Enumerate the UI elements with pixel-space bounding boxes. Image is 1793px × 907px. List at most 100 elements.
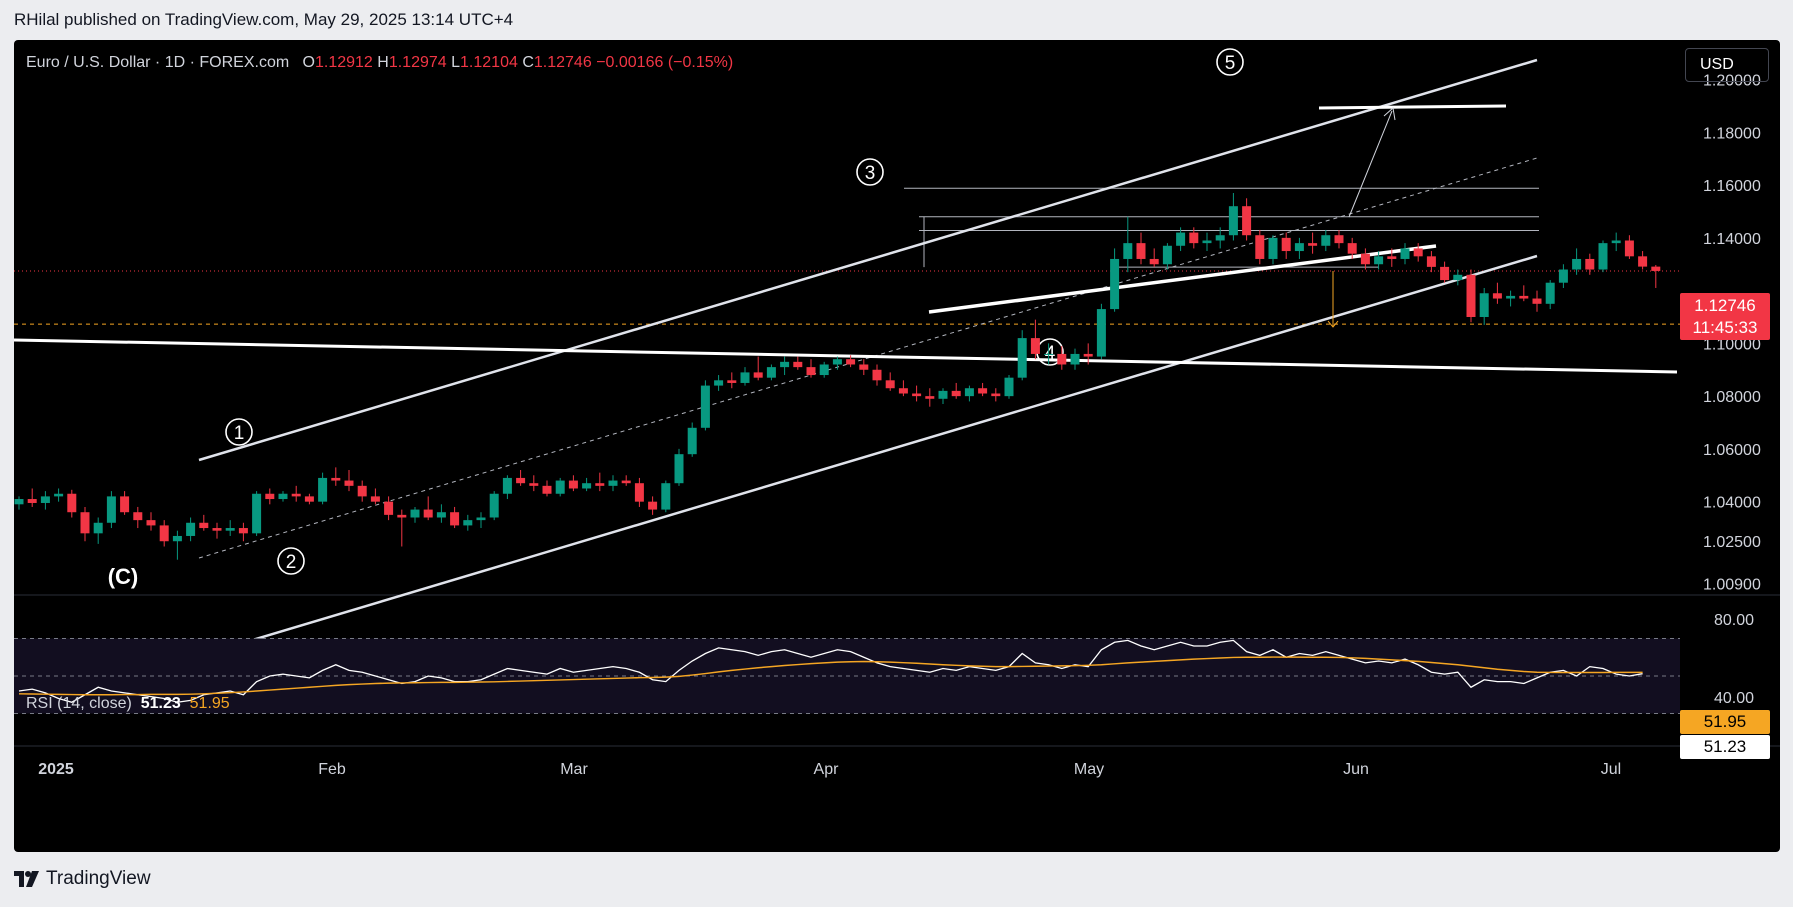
candle-down [1466,274,1476,317]
candle-down [199,522,209,529]
rsi-axis-bottom: 40.00 [1714,690,1754,707]
currency-button[interactable]: USD [1685,48,1769,82]
candle-down [146,520,156,526]
candle-down [265,493,275,500]
candle-down [1308,243,1318,246]
candle-up [172,535,182,542]
high-label: H [377,54,389,71]
candle-up [14,499,24,505]
candle-up [608,480,618,486]
tradingview-logo[interactable]: TradingView [14,868,151,890]
candle-up [278,493,288,500]
candle-up [1558,269,1568,283]
projection-arrow [1348,110,1393,218]
candle-up [582,483,592,489]
candle-down [397,514,407,518]
candle-down [951,390,961,397]
candle-down [846,359,856,365]
candle-up [40,496,50,503]
candle-up [700,385,710,428]
candle-up [1096,309,1106,357]
candle-down [1413,248,1423,257]
candle-down [120,496,130,513]
candle-up [1228,206,1238,236]
time-tick-label: Jun [1343,761,1369,778]
chart-panel[interactable]: 1 2 3 4 5 (C) 1.20000 1.18000 1.16000 1.14000 1.1… [14,40,1780,852]
candle-up [489,493,499,518]
candle-down [1149,258,1159,265]
candle-up [740,372,750,383]
candle-up [410,509,420,518]
candle-down [542,485,552,494]
candle-up [1572,258,1582,270]
symbol-legend[interactable]: Euro / U.S. Dollar · 1D · FOREX.com O1.1… [26,54,733,72]
candle-down [1083,353,1093,357]
candle-up [1123,243,1133,259]
time-tick-label: Mar [560,761,588,778]
candle-up [1374,256,1384,265]
candle-down [1189,232,1199,244]
candle-down [859,364,869,370]
candle-up [674,454,684,484]
candle-down [159,525,169,542]
candle-up [436,512,446,518]
candle-down [1057,353,1067,365]
candle-up [1004,377,1014,397]
candle-down [1136,243,1146,259]
wave-label-c: (C) [108,564,139,589]
bar-countdown: 11:45:33 [1692,318,1758,337]
candle-down [529,483,539,486]
candle-up [252,493,262,534]
rsi-axis-top: 80.00 [1714,612,1754,629]
tradingview-logo-icon [14,871,39,887]
wave-label-3: 3 [865,163,876,184]
candle-up [106,496,116,523]
wave-label-4: 4 [1045,343,1056,364]
candle-up [1017,338,1027,378]
candle-down [1255,235,1265,259]
wave-label-circle [277,547,305,575]
candle-up [1202,240,1212,244]
rsi-ma-line [18,656,1643,696]
candle-down [1519,295,1529,299]
high-value: 1.12974 [388,54,447,71]
candle-down [370,496,380,502]
low-label: L [451,54,461,71]
rsi-label[interactable]: RSI (14, close) [26,695,132,712]
price-tick-label: 1.18000 [1703,125,1761,142]
candle-down [1532,298,1542,304]
candle-up [1321,235,1331,246]
candle-up [766,367,776,378]
candle-up [819,364,829,376]
candle-down [304,496,314,502]
candle-up [1044,353,1054,355]
candle-up [225,528,235,531]
candle-down [423,509,433,518]
price-tick-label: 1.08000 [1703,389,1761,406]
symbol-name[interactable]: Euro / U.S. Dollar · 1D · FOREX.com [26,54,290,71]
rsi-value: 51.23 [140,695,181,712]
candle-up [687,427,697,455]
candle-down [1585,258,1595,270]
channel-lower-line [198,254,1538,658]
publisher-line: RHilal published on TradingView.com, May… [14,10,514,29]
candle-up [1479,293,1489,317]
candle-down [1440,266,1450,281]
candle-down [1624,240,1634,257]
candle-down [753,372,763,378]
candle-up [502,477,512,494]
candle-down [1651,266,1661,271]
candle-up [186,522,196,536]
rsi-ma-value: 51.95 [189,695,230,712]
candle-down [991,393,1001,397]
candle-down [1242,206,1252,236]
candle-down [806,367,816,376]
candle-down [67,493,77,513]
candle-down [912,393,922,397]
candle-down [872,369,882,381]
price-tick-label: 1.04000 [1703,495,1761,512]
candle-down [885,380,895,389]
descending-support-line [14,338,1678,374]
rsi-legend[interactable]: RSI (14, close) 51.23 51.95 [26,695,230,713]
